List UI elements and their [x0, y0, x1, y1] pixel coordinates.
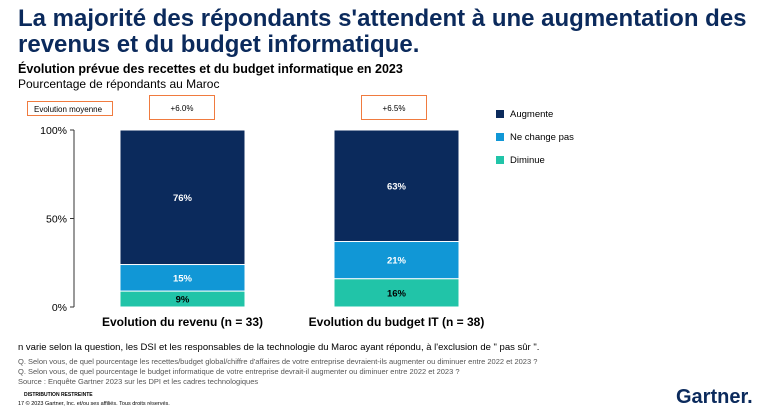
- chart-subtitle: Pourcentage de répondants au Maroc: [18, 77, 220, 91]
- chart-title: Évolution prévue des recettes et du budg…: [18, 62, 403, 76]
- data-label-augmente-1: 76%: [173, 193, 193, 204]
- data-label-augmente-2: 63%: [387, 181, 407, 192]
- data-label-diminue-2: 16%: [387, 288, 407, 299]
- footnote-question-1: Q. Selon vous, de quel pourcentage les r…: [18, 357, 538, 366]
- legend-item-diminue: Diminue: [496, 154, 574, 166]
- legend: Augmente Ne change pas Diminue: [496, 108, 574, 177]
- bar-ne-change-pas-2: [333, 241, 460, 280]
- legend-swatch-diminue: [496, 156, 504, 164]
- data-label-ne-change-pas-1: 15%: [173, 273, 193, 284]
- legend-label-diminue: Diminue: [510, 154, 545, 166]
- x-category-label: Evolution du revenu (n = 33): [102, 315, 263, 329]
- y-tick-label: 0%: [52, 302, 67, 314]
- legend-item-augmente: Augmente: [496, 108, 574, 120]
- x-category-label: Evolution du budget IT (n = 38): [309, 315, 485, 329]
- footnote-question-2: Q. Selon vous, de quel pourcentage le bu…: [18, 367, 460, 376]
- distribution-restricted: DISTRIBUTION RESTREINTE: [24, 392, 93, 398]
- legend-item-ne-change-pas: Ne change pas: [496, 131, 574, 143]
- average-change-label: Evolution moyenne: [27, 101, 113, 116]
- legend-swatch-augmente: [496, 110, 504, 118]
- footnote-n: n varie selon la question, les DSI et le…: [18, 342, 540, 353]
- y-tick-label: 100%: [40, 125, 67, 137]
- gartner-logo: Gartner.: [676, 386, 753, 408]
- legend-swatch-ne-change-pas: [496, 133, 504, 141]
- stacked-bar-chart: 0% 50% 100% 9% 15% 76% Evolution du revenu (n …: [40, 125, 485, 329]
- y-tick-label: 50%: [46, 214, 67, 226]
- data-label-diminue-1: 9%: [176, 295, 190, 306]
- headline: La majorité des répondants s'attendent à…: [18, 5, 747, 58]
- average-change-revenue: +6.0%: [149, 95, 215, 120]
- footnote-source: Source : Enquête Gartner 2023 sur les DP…: [18, 377, 259, 386]
- copyright: 17 © 2023 Gartner, Inc. et/ou ses affili…: [18, 401, 170, 407]
- data-label-ne-change-pas-2: 21%: [387, 256, 407, 267]
- legend-label-augmente: Augmente: [510, 108, 554, 120]
- bar-augmente-2: [333, 129, 460, 243]
- legend-label-ne-change-pas: Ne change pas: [510, 131, 574, 143]
- average-change-it-budget: +6.5%: [361, 95, 427, 120]
- bar-augmente-1: [119, 129, 246, 266]
